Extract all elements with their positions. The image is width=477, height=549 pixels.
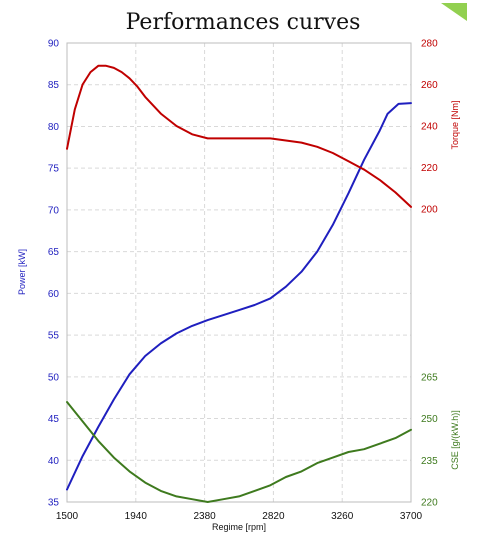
x-tick-label: 2820	[262, 511, 285, 522]
torque-curve	[66, 64, 412, 208]
torque-tick-label: 240	[421, 122, 438, 133]
power-tick-label: 75	[48, 164, 60, 175]
power-tick-label: 50	[48, 372, 60, 383]
plot-frame	[66, 42, 412, 503]
power-curve	[66, 102, 412, 491]
power-axis-label: Power [kW]	[17, 249, 27, 295]
x-tick-label: 1940	[125, 511, 148, 522]
x-axis-label: Regime [rpm]	[212, 522, 266, 532]
torque-tick-label: 260	[421, 80, 438, 91]
x-tick-label: 1500	[56, 511, 79, 522]
power-axis-ticks: 35 40 45 50 55 60 65 70 75 80 85 90	[48, 39, 60, 509]
power-tick-label: 60	[48, 289, 60, 300]
cse-axis-ticks: 220 235 250 265	[421, 373, 438, 509]
power-tick-label: 45	[48, 414, 60, 425]
power-tick-label: 70	[48, 205, 60, 216]
x-tick-label: 2380	[193, 511, 216, 522]
cse-axis-label: CSE [g/(kW.h)]	[450, 410, 460, 470]
power-tick-label: 85	[48, 80, 60, 91]
cse-tick-label: 250	[421, 414, 438, 425]
power-tick-label: 80	[48, 122, 60, 133]
torque-tick-label: 200	[421, 205, 438, 216]
corner-flag-icon	[441, 3, 467, 21]
grid-layer	[67, 43, 411, 502]
cse-tick-label: 220	[421, 498, 438, 509]
cse-tick-label: 235	[421, 456, 438, 467]
power-tick-label: 65	[48, 247, 60, 258]
x-tick-label: 3260	[331, 511, 354, 522]
torque-tick-label: 220	[421, 163, 438, 174]
x-axis-ticks: 1500 1940 2380 2820 3260 3700	[56, 511, 423, 522]
power-tick-label: 40	[48, 456, 60, 467]
x-tick-label: 3700	[400, 511, 423, 522]
torque-axis-label: Torque [Nm]	[450, 100, 460, 149]
power-tick-label: 55	[48, 331, 60, 342]
cse-curve	[66, 401, 412, 503]
cse-tick-label: 265	[421, 373, 438, 384]
power-tick-label: 90	[48, 39, 60, 50]
torque-tick-label: 280	[421, 39, 438, 50]
torque-axis-ticks: 200 220 240 260 280	[421, 39, 438, 216]
power-tick-label: 35	[48, 498, 60, 509]
series-layer	[66, 64, 412, 503]
chart-title: Performances curves	[126, 10, 361, 35]
